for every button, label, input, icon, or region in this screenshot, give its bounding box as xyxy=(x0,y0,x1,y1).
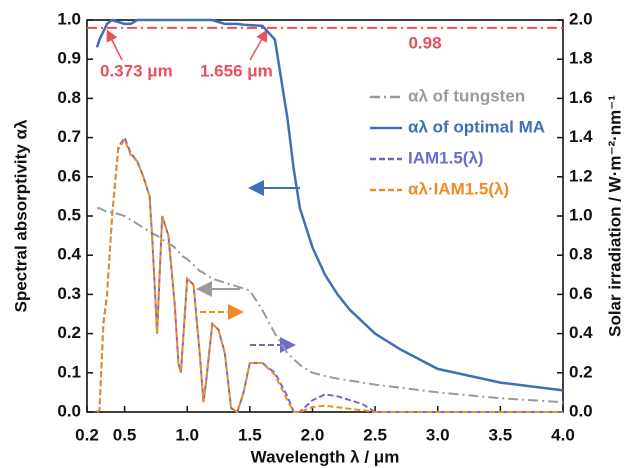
x-tick-label: 0.5 xyxy=(113,425,137,444)
annotation: 1.656 μm xyxy=(200,61,273,80)
y-tick-label: 0.0 xyxy=(57,401,81,420)
y2-tick-label: 1.8 xyxy=(569,49,593,68)
y2-tick-label: 0.6 xyxy=(569,284,593,303)
legend-label: αλ of tungsten xyxy=(408,86,525,105)
data-line xyxy=(95,18,564,392)
x-tick-label: 3.5 xyxy=(489,425,513,444)
y2-axis-label: Solar irradiation / W·m⁻²·nm⁻¹ xyxy=(605,95,624,337)
y-tick-label: 0.2 xyxy=(57,323,81,342)
x-tick-label: 1.5 xyxy=(238,425,262,444)
y-tick-label: 0.4 xyxy=(57,245,81,264)
y2-tick-label: 1.2 xyxy=(569,166,593,185)
y2-tick-label: 0.0 xyxy=(569,401,593,420)
x-tick-label: 2.0 xyxy=(301,425,325,444)
y2-tick-label: 0.4 xyxy=(569,323,593,342)
y2-tick-label: 1.4 xyxy=(569,127,593,146)
y-tick-label: 0.8 xyxy=(57,88,81,107)
y-tick-label: 0.6 xyxy=(57,166,81,185)
y-tick-label: 0.5 xyxy=(57,205,81,224)
data-line xyxy=(96,137,563,414)
annotation-arrow xyxy=(249,29,268,61)
x-tick-label: 3.0 xyxy=(426,425,450,444)
x-tick-label: 1.0 xyxy=(175,425,199,444)
legend-label: IAM1.5(λ) xyxy=(408,148,484,167)
annotation: 0.373 μm xyxy=(100,61,173,80)
y2-tick-label: 0.2 xyxy=(569,362,593,381)
x-tick-label: 2.5 xyxy=(363,425,387,444)
y-tick-label: 0.9 xyxy=(57,49,81,68)
x-tick-label: 4.0 xyxy=(551,425,575,444)
data-line xyxy=(97,207,564,404)
y-axis-label: Spectral absorptivity αλ xyxy=(11,119,30,312)
y2-tick-label: 2.0 xyxy=(569,9,593,28)
y2-tick-label: 1.0 xyxy=(569,205,593,224)
reference-label: 0.98 xyxy=(408,33,441,52)
y2-tick-label: 1.6 xyxy=(569,88,593,107)
x-axis-label: Wavelength λ / μm xyxy=(251,447,400,466)
data-line xyxy=(96,135,563,414)
annotation-arrow xyxy=(106,29,123,61)
x-tick-label: 0.2 xyxy=(75,425,99,444)
y2-tick-label: 0.8 xyxy=(569,245,593,264)
legend-label: αλ·IAM1.5(λ) xyxy=(408,179,509,198)
y-tick-label: 0.1 xyxy=(57,362,81,381)
legend-label: αλ of optimal MA xyxy=(408,117,545,136)
y-tick-label: 0.3 xyxy=(57,284,81,303)
y-tick-label: 1.0 xyxy=(57,9,81,28)
y-tick-label: 0.7 xyxy=(57,127,81,146)
